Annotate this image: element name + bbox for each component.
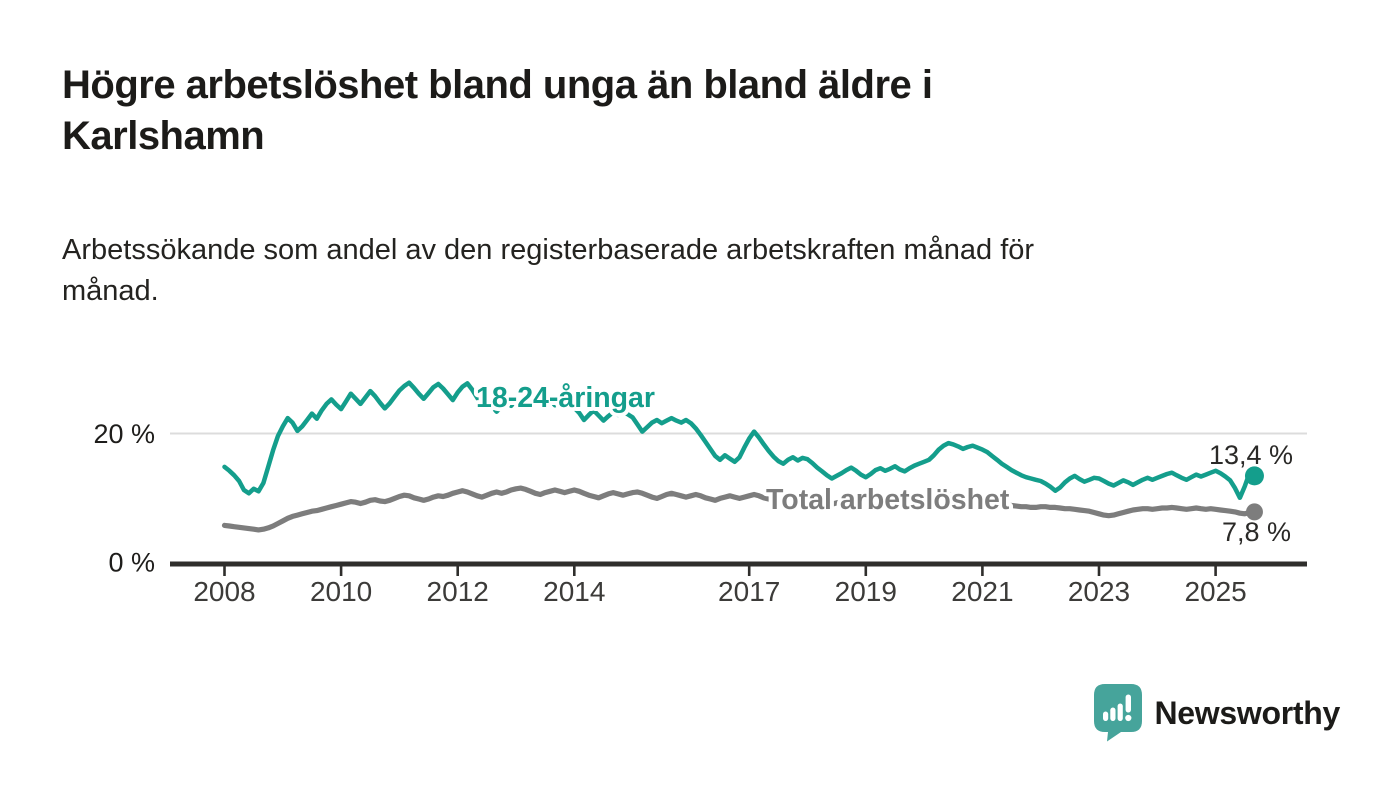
subtitle-line-2: månad.: [62, 275, 159, 307]
x-tick-label-2014: 2014: [543, 576, 605, 607]
subtitle-line-1: Arbetssökande som andel av den registerb…: [62, 234, 1035, 266]
series-label-0: 18-24-åringar: [476, 382, 655, 414]
bar-3: [1117, 703, 1123, 721]
chart-subtitle: Arbetssökande som andel av den registerb…: [62, 230, 1034, 312]
x-tick-label-2021: 2021: [951, 576, 1013, 607]
newsworthy-logo-text: Newsworthy: [1154, 694, 1341, 731]
bar-2: [1109, 707, 1115, 721]
series-line-0: [222, 380, 1257, 501]
exclamation-stem: [1125, 694, 1131, 713]
x-tick-label-2010: 2010: [310, 576, 372, 607]
series-label-1: Total arbetslöshet: [766, 484, 1010, 516]
newsworthy-logo: Newsworthy: [1093, 684, 1341, 742]
series-end-dot-0: [1244, 466, 1264, 486]
bar-1: [1102, 711, 1108, 721]
page-title: Högre arbetslöshet bland unga än bland ä…: [62, 60, 933, 162]
series-line-1: [221, 485, 1258, 533]
x-tick-label-2012: 2012: [427, 576, 489, 607]
series-end-label-0: 13,4 %: [1209, 440, 1293, 470]
series-end-dot-1: [1245, 503, 1263, 521]
y-tick-label-0: 0 %: [108, 548, 155, 578]
x-tick-label-2023: 2023: [1068, 576, 1130, 607]
exclamation-dot: [1124, 714, 1131, 722]
title-line-2: Karlshamn: [62, 114, 265, 158]
x-tick-label-2017: 2017: [718, 576, 780, 607]
x-tick-label-2008: 2008: [193, 576, 255, 607]
x-tick-label-2019: 2019: [835, 576, 897, 607]
newsworthy-logo-icon: [1093, 684, 1142, 742]
title-line-1: Högre arbetslöshet bland unga än bland ä…: [62, 63, 933, 107]
x-tick-label-2025: 2025: [1184, 576, 1246, 607]
y-tick-label-20: 20 %: [93, 419, 155, 449]
series-end-label-1: 7,8 %: [1222, 517, 1291, 547]
